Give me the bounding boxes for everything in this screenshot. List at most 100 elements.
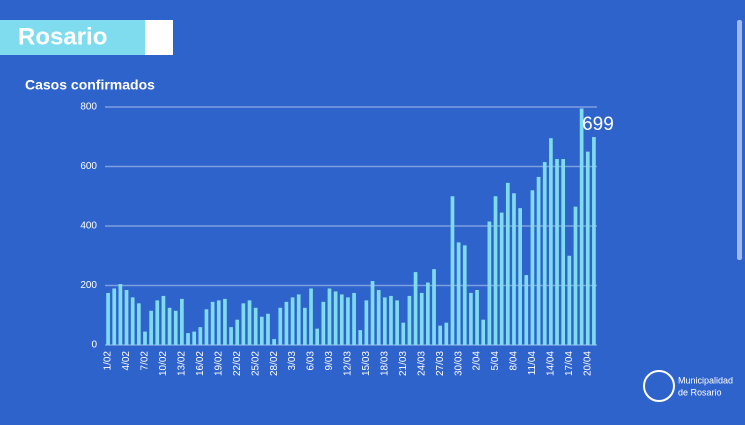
bar xyxy=(216,300,221,345)
bar xyxy=(192,331,197,345)
x-tick-label: 28/02 xyxy=(269,351,280,376)
y-tick-label: 0 xyxy=(91,340,97,351)
x-tick-label: 20/04 xyxy=(582,351,593,376)
bar xyxy=(247,300,252,345)
bar xyxy=(241,303,246,345)
bar xyxy=(167,307,172,345)
bar xyxy=(303,307,307,345)
bar xyxy=(389,295,393,345)
bar xyxy=(432,269,436,345)
x-tick-label: 22/02 xyxy=(232,351,243,376)
bar xyxy=(223,298,227,345)
bar xyxy=(173,310,178,345)
scrollbar xyxy=(737,20,742,260)
x-tick-label: 27/03 xyxy=(435,351,446,376)
bar xyxy=(401,322,406,345)
x-tick-label: 7/02 xyxy=(140,351,151,371)
x-tick-label: 4/02 xyxy=(121,351,132,371)
x-tick-label: 30/03 xyxy=(453,351,464,376)
bar xyxy=(149,310,153,345)
bar xyxy=(315,328,320,345)
bar xyxy=(352,292,356,345)
bar xyxy=(481,319,486,345)
logo-emblem xyxy=(643,370,675,402)
bar xyxy=(395,300,399,345)
x-tick-label: 14/04 xyxy=(546,351,557,376)
x-tick-label: 11/04 xyxy=(527,351,538,376)
bar xyxy=(290,297,295,345)
logo-text: Municipalidad xyxy=(678,375,733,385)
bar xyxy=(186,333,190,345)
bar xyxy=(376,289,381,345)
x-tick-label: 21/03 xyxy=(398,351,409,376)
bar xyxy=(253,307,258,345)
bar xyxy=(561,159,566,345)
bar xyxy=(475,289,479,345)
title-box-accent xyxy=(145,20,173,55)
bar xyxy=(407,295,412,345)
x-tick-label: 1/02 xyxy=(103,351,114,371)
x-tick-label: 19/02 xyxy=(213,351,224,376)
bar xyxy=(130,297,135,345)
bar xyxy=(266,313,270,345)
chart-title: Casos confirmados xyxy=(25,77,155,93)
bar xyxy=(272,339,276,345)
bar xyxy=(333,291,338,345)
bar xyxy=(143,331,147,345)
bar xyxy=(585,151,590,345)
x-tick-label: 16/02 xyxy=(195,351,206,376)
bar xyxy=(327,288,332,345)
y-tick-label: 600 xyxy=(80,161,97,172)
x-tick-label: 5/04 xyxy=(490,351,501,371)
bar xyxy=(444,322,449,345)
bar xyxy=(124,289,129,345)
bar xyxy=(155,300,160,345)
bar xyxy=(499,212,504,345)
bar xyxy=(512,193,516,345)
bar xyxy=(136,303,141,345)
page-title: Rosario xyxy=(18,23,107,50)
bar xyxy=(259,316,264,345)
bar xyxy=(321,301,326,345)
bar xyxy=(549,138,553,345)
bar xyxy=(235,319,240,345)
bar xyxy=(106,292,110,345)
bar xyxy=(339,294,344,345)
bar xyxy=(161,295,166,345)
title-box xyxy=(0,20,145,55)
bar xyxy=(210,301,215,345)
x-tick-label: 15/03 xyxy=(361,351,372,376)
bar xyxy=(505,182,510,345)
bar xyxy=(419,292,424,345)
bar xyxy=(278,307,283,345)
bar xyxy=(346,297,350,345)
x-tick-label: 13/02 xyxy=(177,351,188,376)
bar xyxy=(450,196,455,345)
bar xyxy=(579,108,584,345)
bar xyxy=(382,297,387,345)
x-tick-label: 12/03 xyxy=(343,351,354,376)
bar xyxy=(358,330,363,345)
x-tick-label: 18/03 xyxy=(379,351,390,376)
bar xyxy=(426,282,430,345)
bar xyxy=(573,206,578,345)
bar xyxy=(118,284,123,345)
bar xyxy=(296,294,301,345)
bar xyxy=(567,255,572,345)
bar xyxy=(309,288,313,345)
bar xyxy=(469,292,473,345)
bar xyxy=(198,327,203,345)
x-tick-label: 24/03 xyxy=(416,351,427,376)
bar xyxy=(462,245,467,345)
bar xyxy=(592,137,596,345)
x-tick-label: 6/03 xyxy=(306,351,317,371)
bar xyxy=(493,196,498,345)
bar xyxy=(518,208,522,345)
x-tick-label: 25/02 xyxy=(250,351,261,376)
x-tick-label: 17/04 xyxy=(564,351,575,376)
bar xyxy=(180,298,184,345)
bar xyxy=(542,162,547,345)
y-tick-label: 800 xyxy=(80,102,97,113)
bar xyxy=(456,242,461,345)
